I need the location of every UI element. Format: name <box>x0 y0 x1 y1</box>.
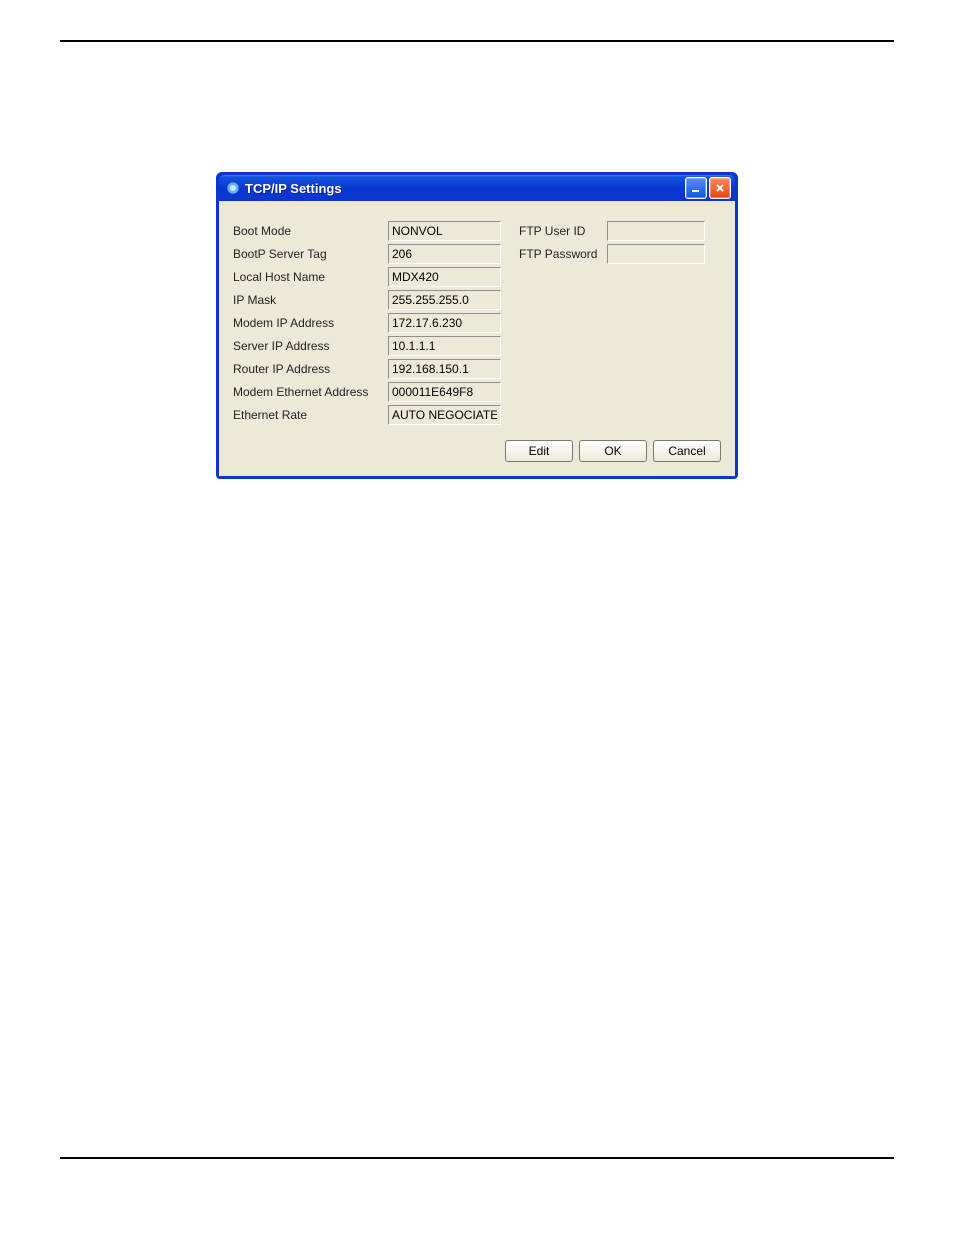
app-icon <box>225 180 241 196</box>
label-modem-ethernet-address: Modem Ethernet Address <box>233 385 388 399</box>
button-row: Edit OK Cancel <box>233 440 721 462</box>
close-icon <box>715 183 725 193</box>
page: TCP/IP Settings <box>0 0 954 1235</box>
field-ftp-password[interactable] <box>607 244 705 264</box>
field-ip-mask[interactable] <box>388 290 501 310</box>
field-ethernet-rate[interactable] <box>388 405 501 425</box>
field-local-host-name[interactable] <box>388 267 501 287</box>
row-bootp-server-tag: BootP Server Tag <box>233 242 501 265</box>
label-local-host-name: Local Host Name <box>233 270 388 284</box>
label-ethernet-rate: Ethernet Rate <box>233 408 388 422</box>
field-ftp-user-id[interactable] <box>607 221 705 241</box>
minimize-icon <box>691 183 701 193</box>
left-column: Boot Mode BootP Server Tag Local Host Na… <box>233 219 501 426</box>
field-bootp-server-tag[interactable] <box>388 244 501 264</box>
field-server-ip-address[interactable] <box>388 336 501 356</box>
label-server-ip-address: Server IP Address <box>233 339 388 353</box>
field-boot-mode[interactable] <box>388 221 501 241</box>
row-ethernet-rate: Ethernet Rate <box>233 403 501 426</box>
label-boot-mode: Boot Mode <box>233 224 388 238</box>
row-local-host-name: Local Host Name <box>233 265 501 288</box>
titlebar[interactable]: TCP/IP Settings <box>219 175 735 201</box>
label-router-ip-address: Router IP Address <box>233 362 388 376</box>
label-bootp-server-tag: BootP Server Tag <box>233 247 388 261</box>
edit-button[interactable]: Edit <box>505 440 573 462</box>
close-button[interactable] <box>709 177 731 199</box>
top-rule <box>60 40 894 42</box>
label-modem-ip-address: Modem IP Address <box>233 316 388 330</box>
client-area: Boot Mode BootP Server Tag Local Host Na… <box>219 201 735 476</box>
cancel-button[interactable]: Cancel <box>653 440 721 462</box>
row-ip-mask: IP Mask <box>233 288 501 311</box>
label-ftp-password: FTP Password <box>519 247 607 261</box>
dialog-window: TCP/IP Settings <box>216 172 738 479</box>
row-router-ip-address: Router IP Address <box>233 357 501 380</box>
row-modem-ethernet-address: Modem Ethernet Address <box>233 380 501 403</box>
titlebar-buttons <box>685 177 731 199</box>
window-title: TCP/IP Settings <box>245 181 685 196</box>
row-modem-ip-address: Modem IP Address <box>233 311 501 334</box>
form-area: Boot Mode BootP Server Tag Local Host Na… <box>233 219 721 426</box>
row-boot-mode: Boot Mode <box>233 219 501 242</box>
right-column: FTP User ID FTP Password <box>519 219 705 426</box>
field-modem-ip-address[interactable] <box>388 313 501 333</box>
bottom-rule <box>60 1157 894 1159</box>
row-server-ip-address: Server IP Address <box>233 334 501 357</box>
row-ftp-password: FTP Password <box>519 242 705 265</box>
minimize-button[interactable] <box>685 177 707 199</box>
label-ftp-user-id: FTP User ID <box>519 224 607 238</box>
field-modem-ethernet-address[interactable] <box>388 382 501 402</box>
row-ftp-user-id: FTP User ID <box>519 219 705 242</box>
ok-button[interactable]: OK <box>579 440 647 462</box>
label-ip-mask: IP Mask <box>233 293 388 307</box>
field-router-ip-address[interactable] <box>388 359 501 379</box>
